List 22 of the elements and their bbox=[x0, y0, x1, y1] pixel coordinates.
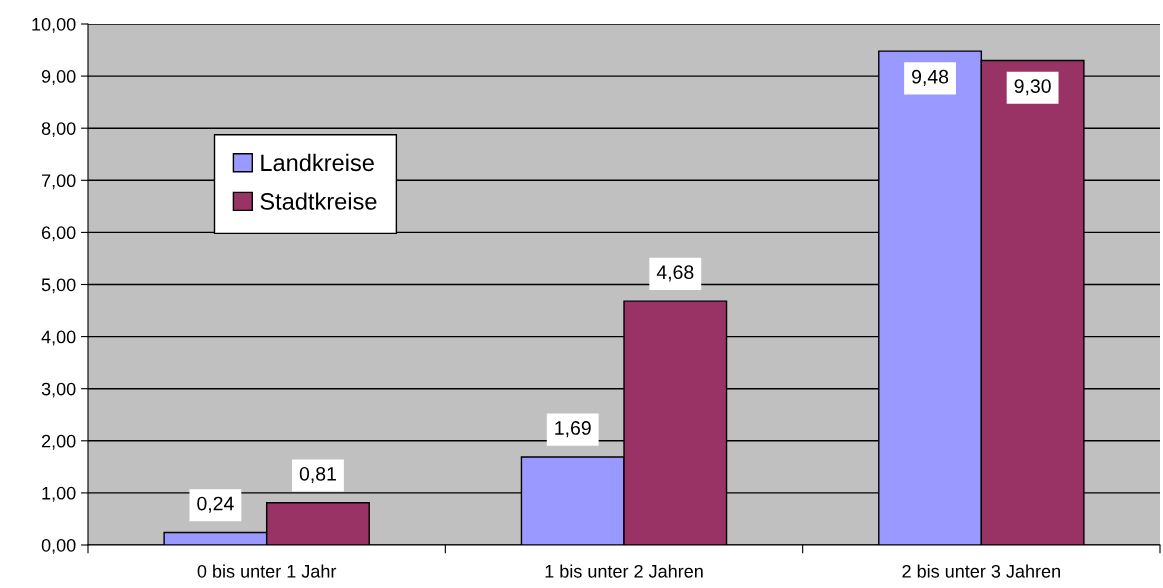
y-tick-label: 0,00 bbox=[41, 538, 76, 554]
legend-label: Stadtkreise bbox=[260, 192, 377, 210]
y-tick-label: 8,00 bbox=[41, 122, 76, 138]
data-label: 9,48 bbox=[912, 69, 949, 86]
y-tick-label: 7,00 bbox=[41, 174, 76, 190]
y-tick-label: 9,00 bbox=[41, 70, 76, 85]
x-tick-label: 0 bis unter 1 Jahr bbox=[197, 564, 337, 578]
data-label: 1,69 bbox=[555, 421, 591, 438]
data-label: 0,81 bbox=[299, 466, 336, 484]
legend-label: Landkreise bbox=[261, 153, 374, 172]
data-label: 9,30 bbox=[1014, 79, 1051, 96]
y-tick-label: 5,00 bbox=[41, 278, 76, 294]
data-label: 4,68 bbox=[656, 265, 694, 282]
x-tick-label: 1 bis unter 2 Jahren bbox=[545, 564, 703, 578]
y-tick-label: 4,00 bbox=[41, 330, 76, 346]
y-tick-label: 6,00 bbox=[41, 226, 76, 242]
x-tick-label: 2 bis unter 3 Jahren bbox=[902, 564, 1060, 578]
y-tick-label: 3,00 bbox=[41, 382, 76, 398]
data-label: 0,24 bbox=[197, 496, 234, 513]
y-tick-label: 2,00 bbox=[41, 434, 76, 450]
y-tick-label: 1,00 bbox=[42, 486, 76, 502]
y-tick-label: 10,00 bbox=[32, 17, 76, 33]
